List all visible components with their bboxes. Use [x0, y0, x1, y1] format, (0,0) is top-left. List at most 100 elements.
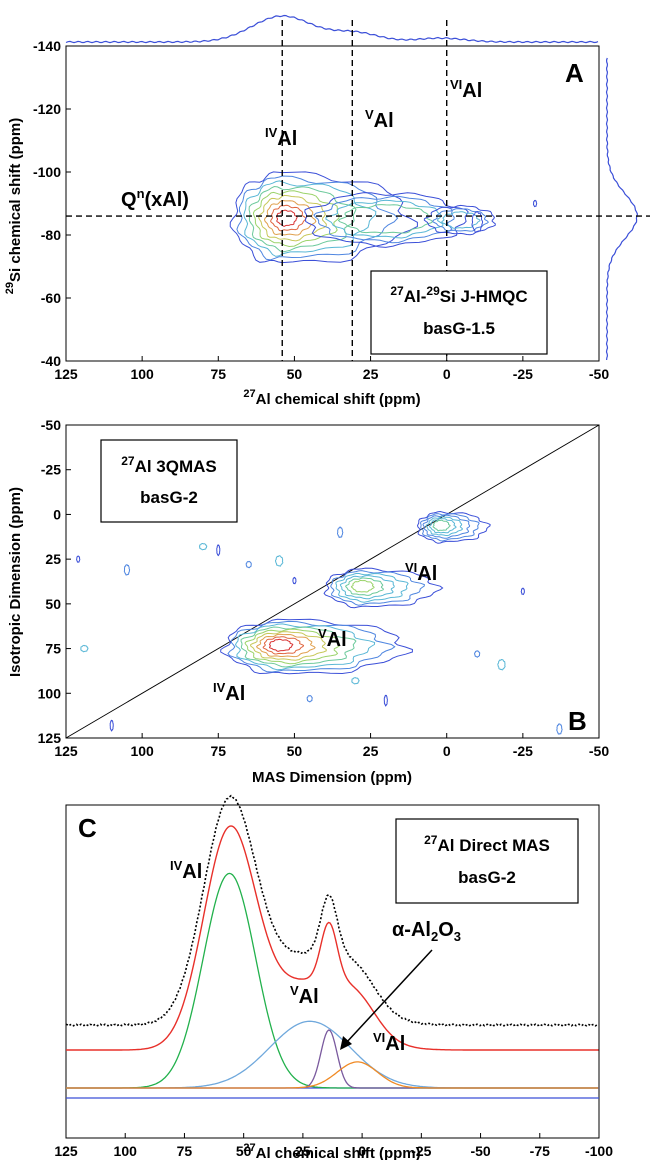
c-x-tick-label: -100 — [585, 1143, 613, 1159]
a-contour-line — [337, 204, 434, 234]
b-info-box — [100, 439, 238, 523]
c-experimental-line — [65, 794, 599, 1027]
a-box-line2: basG-1.5 — [423, 319, 495, 338]
b-noise-contour — [383, 694, 388, 707]
a-contour-line — [243, 180, 377, 257]
a-y-tick-label: -60 — [41, 290, 61, 306]
b-label-vi-al: VIAl — [405, 560, 437, 585]
a-x-tick-label: 50 — [287, 366, 303, 382]
b-noise-contour — [497, 659, 506, 671]
b-noise-contour — [76, 555, 81, 563]
c-label-vi-al: VIAl — [373, 1030, 405, 1055]
c-label-alpha-al2o3: α-Al2O3 — [392, 919, 461, 944]
b-contour-line — [234, 623, 376, 671]
b-x-tick-label: 125 — [54, 743, 78, 759]
a-contour-group — [229, 171, 538, 264]
b-noise-contour — [275, 555, 284, 567]
a-label-vi-al: VIAl — [450, 77, 482, 102]
b-y-tick-label: 125 — [38, 730, 62, 746]
b-noise-contour — [306, 694, 313, 703]
a-y-tick-label: -140 — [33, 38, 61, 54]
a-y-tick-label: -40 — [41, 353, 61, 369]
b-x-tick-label: 25 — [363, 743, 379, 759]
b-contour-line — [420, 513, 480, 542]
c-x-tick-label: -25 — [411, 1143, 431, 1159]
c-label-iv-al: IVAl — [170, 858, 202, 883]
b-x-tick-label: 50 — [287, 743, 303, 759]
a-contour-line — [258, 194, 327, 242]
b-contour-line — [227, 620, 396, 673]
a-contour-line — [263, 199, 317, 236]
b-x-axis-label: MAS Dimension (ppm) — [252, 769, 412, 786]
b-contour-line — [416, 510, 491, 544]
b-x-tick-label: -50 — [589, 743, 609, 759]
b-contour-line — [350, 579, 375, 593]
a-label-v-al: VAl — [365, 107, 394, 132]
a-x-tick-label: 0 — [443, 366, 451, 382]
a-x-tick-label: 125 — [54, 366, 78, 382]
b-noise-contour — [337, 526, 344, 538]
c-box-line1: 27Al Direct MAS — [424, 833, 550, 855]
a-x-tick-label: 100 — [130, 366, 154, 382]
b-contour-line — [250, 631, 327, 661]
a-contour-line — [471, 211, 484, 234]
b-y-axis-label: Isotropic Dimension (ppm) — [7, 487, 24, 677]
a-y-tick-label: -120 — [33, 101, 61, 117]
a-y-tick-label: -80 — [41, 227, 61, 243]
a-x-tick-label: 25 — [363, 366, 379, 382]
b-contour-line — [422, 514, 471, 539]
b-noise-contour — [80, 644, 89, 653]
b-noise-contour — [109, 719, 114, 732]
a-top-projection-trace — [65, 14, 599, 44]
c-x-tick-label: 50 — [236, 1143, 252, 1159]
b-noise-contour — [123, 564, 131, 576]
b-contour-line — [330, 570, 425, 606]
panel-c: 125 100 75 50 25 0 -25 -50 -75 -100 IVAl VAl VIAl… — [54, 794, 613, 1160]
b-contour-line — [428, 518, 457, 534]
a-x-ticks: 125 100 75 50 25 0 -25 -50 — [54, 356, 609, 382]
c-x-tick-label: 125 — [54, 1143, 78, 1159]
a-x-axis-label: 27Al chemical shift (ppm) — [243, 388, 420, 408]
c-info-box — [395, 818, 579, 904]
b-x-tick-label: 75 — [210, 743, 226, 759]
a-box-line1: 27Al-29Si J-HMQC — [390, 284, 527, 306]
a-y-ticks: -140 -120 -100 -80 -60 -40 — [33, 38, 71, 369]
a-contour-line — [533, 199, 538, 208]
a-x-tick-label: -50 — [589, 366, 609, 382]
c-x-tick-label: 25 — [295, 1143, 311, 1159]
a-contour-line — [236, 175, 399, 261]
a-contour-line — [276, 209, 298, 227]
b-contour-line — [262, 636, 305, 655]
panel-a: 125 100 75 50 25 0 -25 -50 -140 -120 -100 -80 -60 -4… — [4, 14, 650, 408]
b-contour-line — [432, 519, 451, 532]
a-label-qn: Qn(xAl) — [121, 186, 189, 211]
a-y-axis-label: 29Si chemical shift (ppm) — [4, 118, 24, 294]
b-contour-group — [76, 510, 563, 735]
b-x-ticks: 125 100 75 50 25 0 -25 -50 — [54, 733, 609, 759]
b-contour-line — [268, 638, 294, 652]
a-info-box — [370, 270, 548, 355]
b-contour-line — [244, 628, 340, 665]
b-box-line2: basG-2 — [140, 488, 198, 507]
c-x-tick-label: -50 — [470, 1143, 490, 1159]
b-contour-line — [335, 572, 409, 603]
b-contour-line — [255, 633, 316, 658]
b-x-tick-label: -25 — [513, 743, 533, 759]
b-noise-contour — [556, 723, 563, 735]
c-fit-sum-line — [66, 825, 599, 1051]
a-side-projection-trace — [605, 57, 639, 361]
a-panel-letter: A — [565, 58, 584, 88]
b-contour-line — [345, 577, 384, 596]
c-x-tick-label: 100 — [114, 1143, 138, 1159]
b-noise-contour — [292, 576, 297, 585]
c-x-axis-label: 27Al chemical shift (ppm) — [243, 1142, 420, 1160]
a-label-iv-al: IVAl — [265, 125, 297, 150]
b-panel-letter: B — [568, 706, 587, 736]
b-y-tick-label: -25 — [41, 462, 61, 478]
b-x-tick-label: 0 — [443, 743, 451, 759]
b-box-line1: 27Al 3QMAS — [121, 454, 217, 476]
b-contour-line — [339, 575, 395, 600]
c-panel-letter: C — [78, 813, 97, 843]
b-noise-contour — [351, 677, 360, 685]
